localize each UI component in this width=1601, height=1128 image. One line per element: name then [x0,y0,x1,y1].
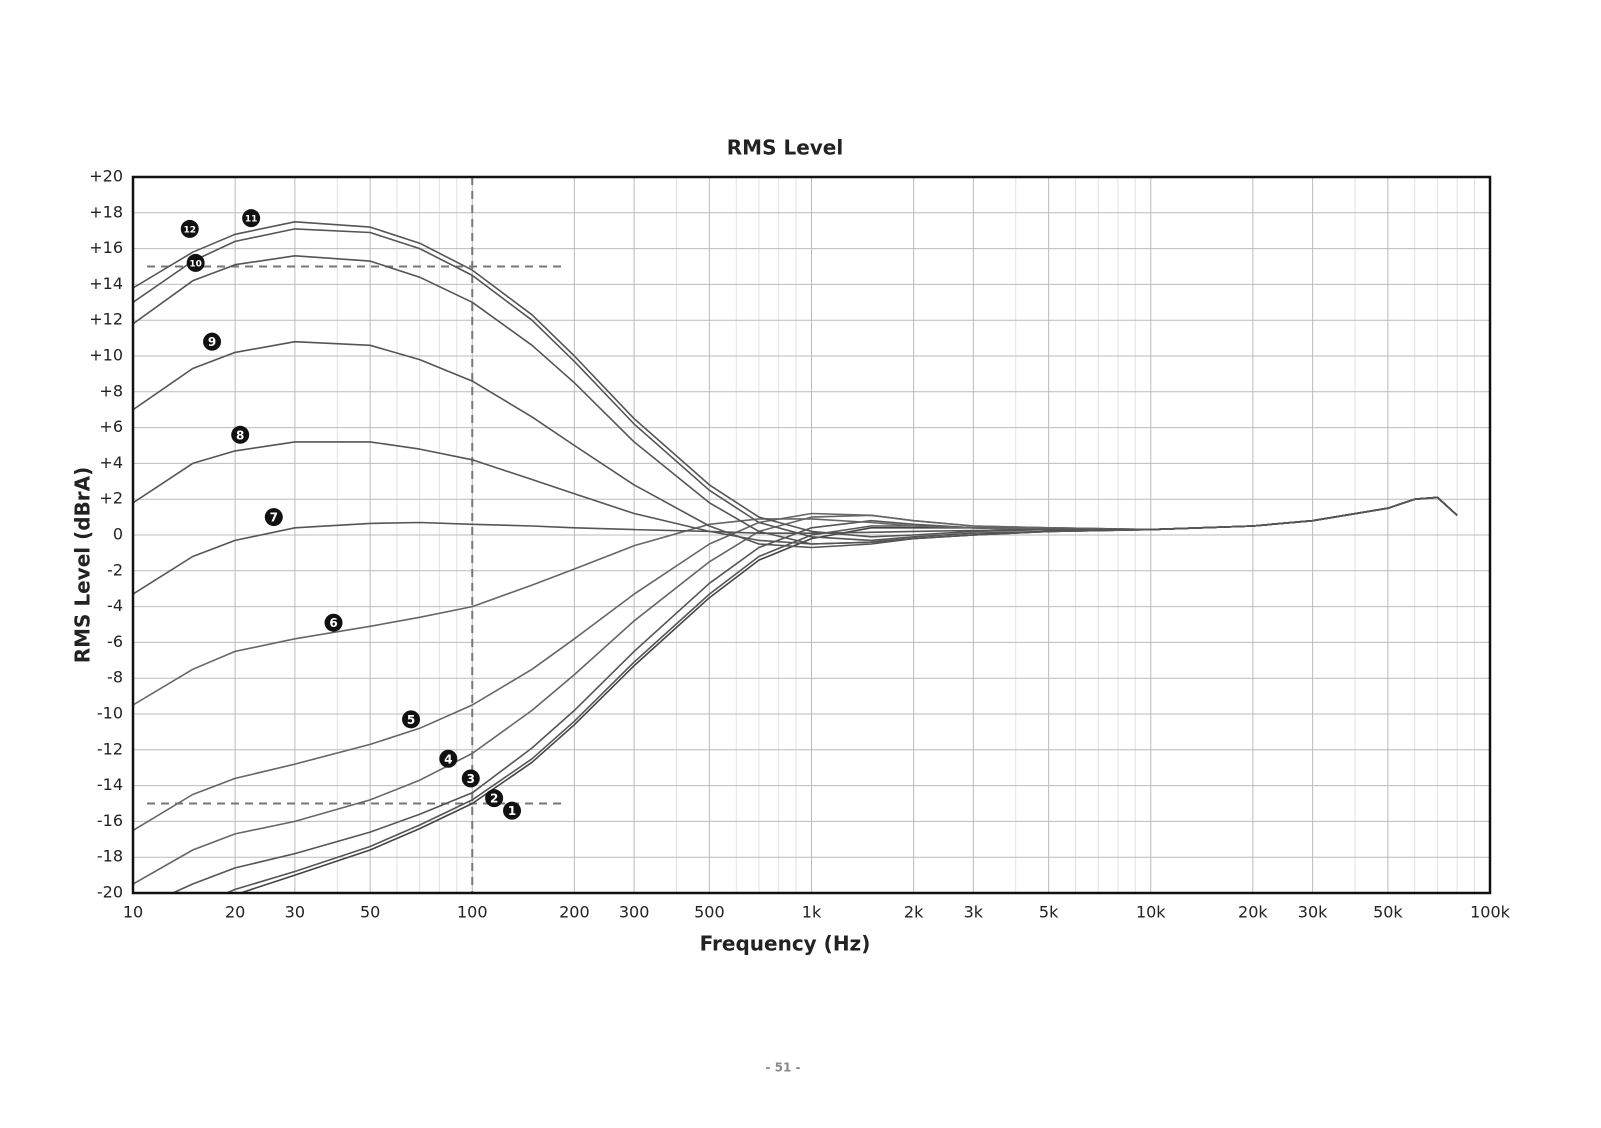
series-line [133,228,1458,542]
series-line [238,496,1458,893]
y-tick-label: +12 [89,310,123,329]
y-tick-label: -10 [97,704,123,723]
y-axis-label: RMS Level (dBrA) [71,467,95,664]
curve-label-badge [180,219,199,238]
y-tick-label: -6 [107,632,123,651]
y-tick-label: -16 [97,811,123,830]
y-tick-label: +8 [99,381,123,400]
series-line [133,255,1458,545]
x-tick-label: 10 [123,903,143,922]
x-tick-label: 5k [1039,903,1059,922]
x-tick-label: 10k [1136,903,1166,922]
curve-label: 5 [407,713,415,727]
curve-label: 2 [490,792,498,806]
x-tick-label: 50 [360,903,380,922]
curve-label-badge [439,749,458,768]
series-line [170,496,1458,893]
x-tick-label: 30k [1298,903,1328,922]
x-tick-label: 100 [457,903,488,922]
curve-label-badge [485,789,504,808]
y-tick-label: +10 [89,346,123,365]
y-tick-label: -14 [97,775,123,794]
y-tick-label: -18 [97,847,123,866]
y-tick-label: -20 [97,883,123,902]
curve-label-badge [264,508,283,527]
y-tick-label: +4 [99,453,123,472]
series-line [133,496,1458,885]
curve-label-badge [242,209,261,228]
curve-label: 3 [467,772,475,786]
y-tick-label: -8 [107,668,123,687]
curve-label-badge [461,769,480,788]
x-axis-label: Frequency (Hz) [700,932,871,956]
curve-label: 7 [270,511,278,525]
y-tick-label: +14 [89,274,123,293]
x-tick-label: 2k [904,903,924,922]
plot-frame [131,175,1492,895]
y-tick-label: +16 [89,238,123,257]
curve-label: 12 [183,225,196,235]
curve-label: 11 [245,215,258,225]
y-tick-label: 0 [113,525,123,544]
curve-label: 4 [444,752,452,766]
y-tick-label: +20 [89,167,123,186]
curve-label: 8 [236,428,244,442]
curve-label-badge [324,613,343,632]
x-tick-label: 50k [1373,903,1403,922]
curve-label-badge [186,253,205,272]
y-tick-label: -12 [97,739,123,758]
x-tick-label: 300 [619,903,650,922]
curve-label-badge [203,332,222,351]
x-tick-label: 20k [1238,903,1268,922]
y-tick-label: +18 [89,202,123,221]
curve-label: 6 [329,616,337,630]
series-line [133,496,1458,832]
y-tick-label: -2 [107,560,123,579]
series-line [224,496,1458,893]
series-line [133,496,1458,706]
curve-label: 9 [208,335,216,349]
curve-label: 1 [508,804,516,818]
curve-label-badge [503,801,522,820]
x-tick-label: 100k [1470,903,1511,922]
x-tick-label: 1k [802,903,822,922]
x-tick-label: 500 [694,903,725,922]
series-line [133,221,1458,538]
x-tick-label: 30 [285,903,305,922]
series-line [133,441,1458,545]
curve-label: 10 [189,259,202,269]
page-number: - 51 - [765,1061,800,1075]
y-tick-label: +6 [99,417,123,436]
x-tick-label: 3k [964,903,984,922]
curve-label-badge [231,425,250,444]
y-tick-label: +2 [99,489,123,508]
y-tick-label: -4 [107,596,123,615]
curve-label-badge [402,710,421,729]
plot-area [133,221,1458,893]
x-tick-label: 20 [225,903,245,922]
x-tick-label: 200 [559,903,590,922]
chart-title: RMS Level [727,136,843,160]
